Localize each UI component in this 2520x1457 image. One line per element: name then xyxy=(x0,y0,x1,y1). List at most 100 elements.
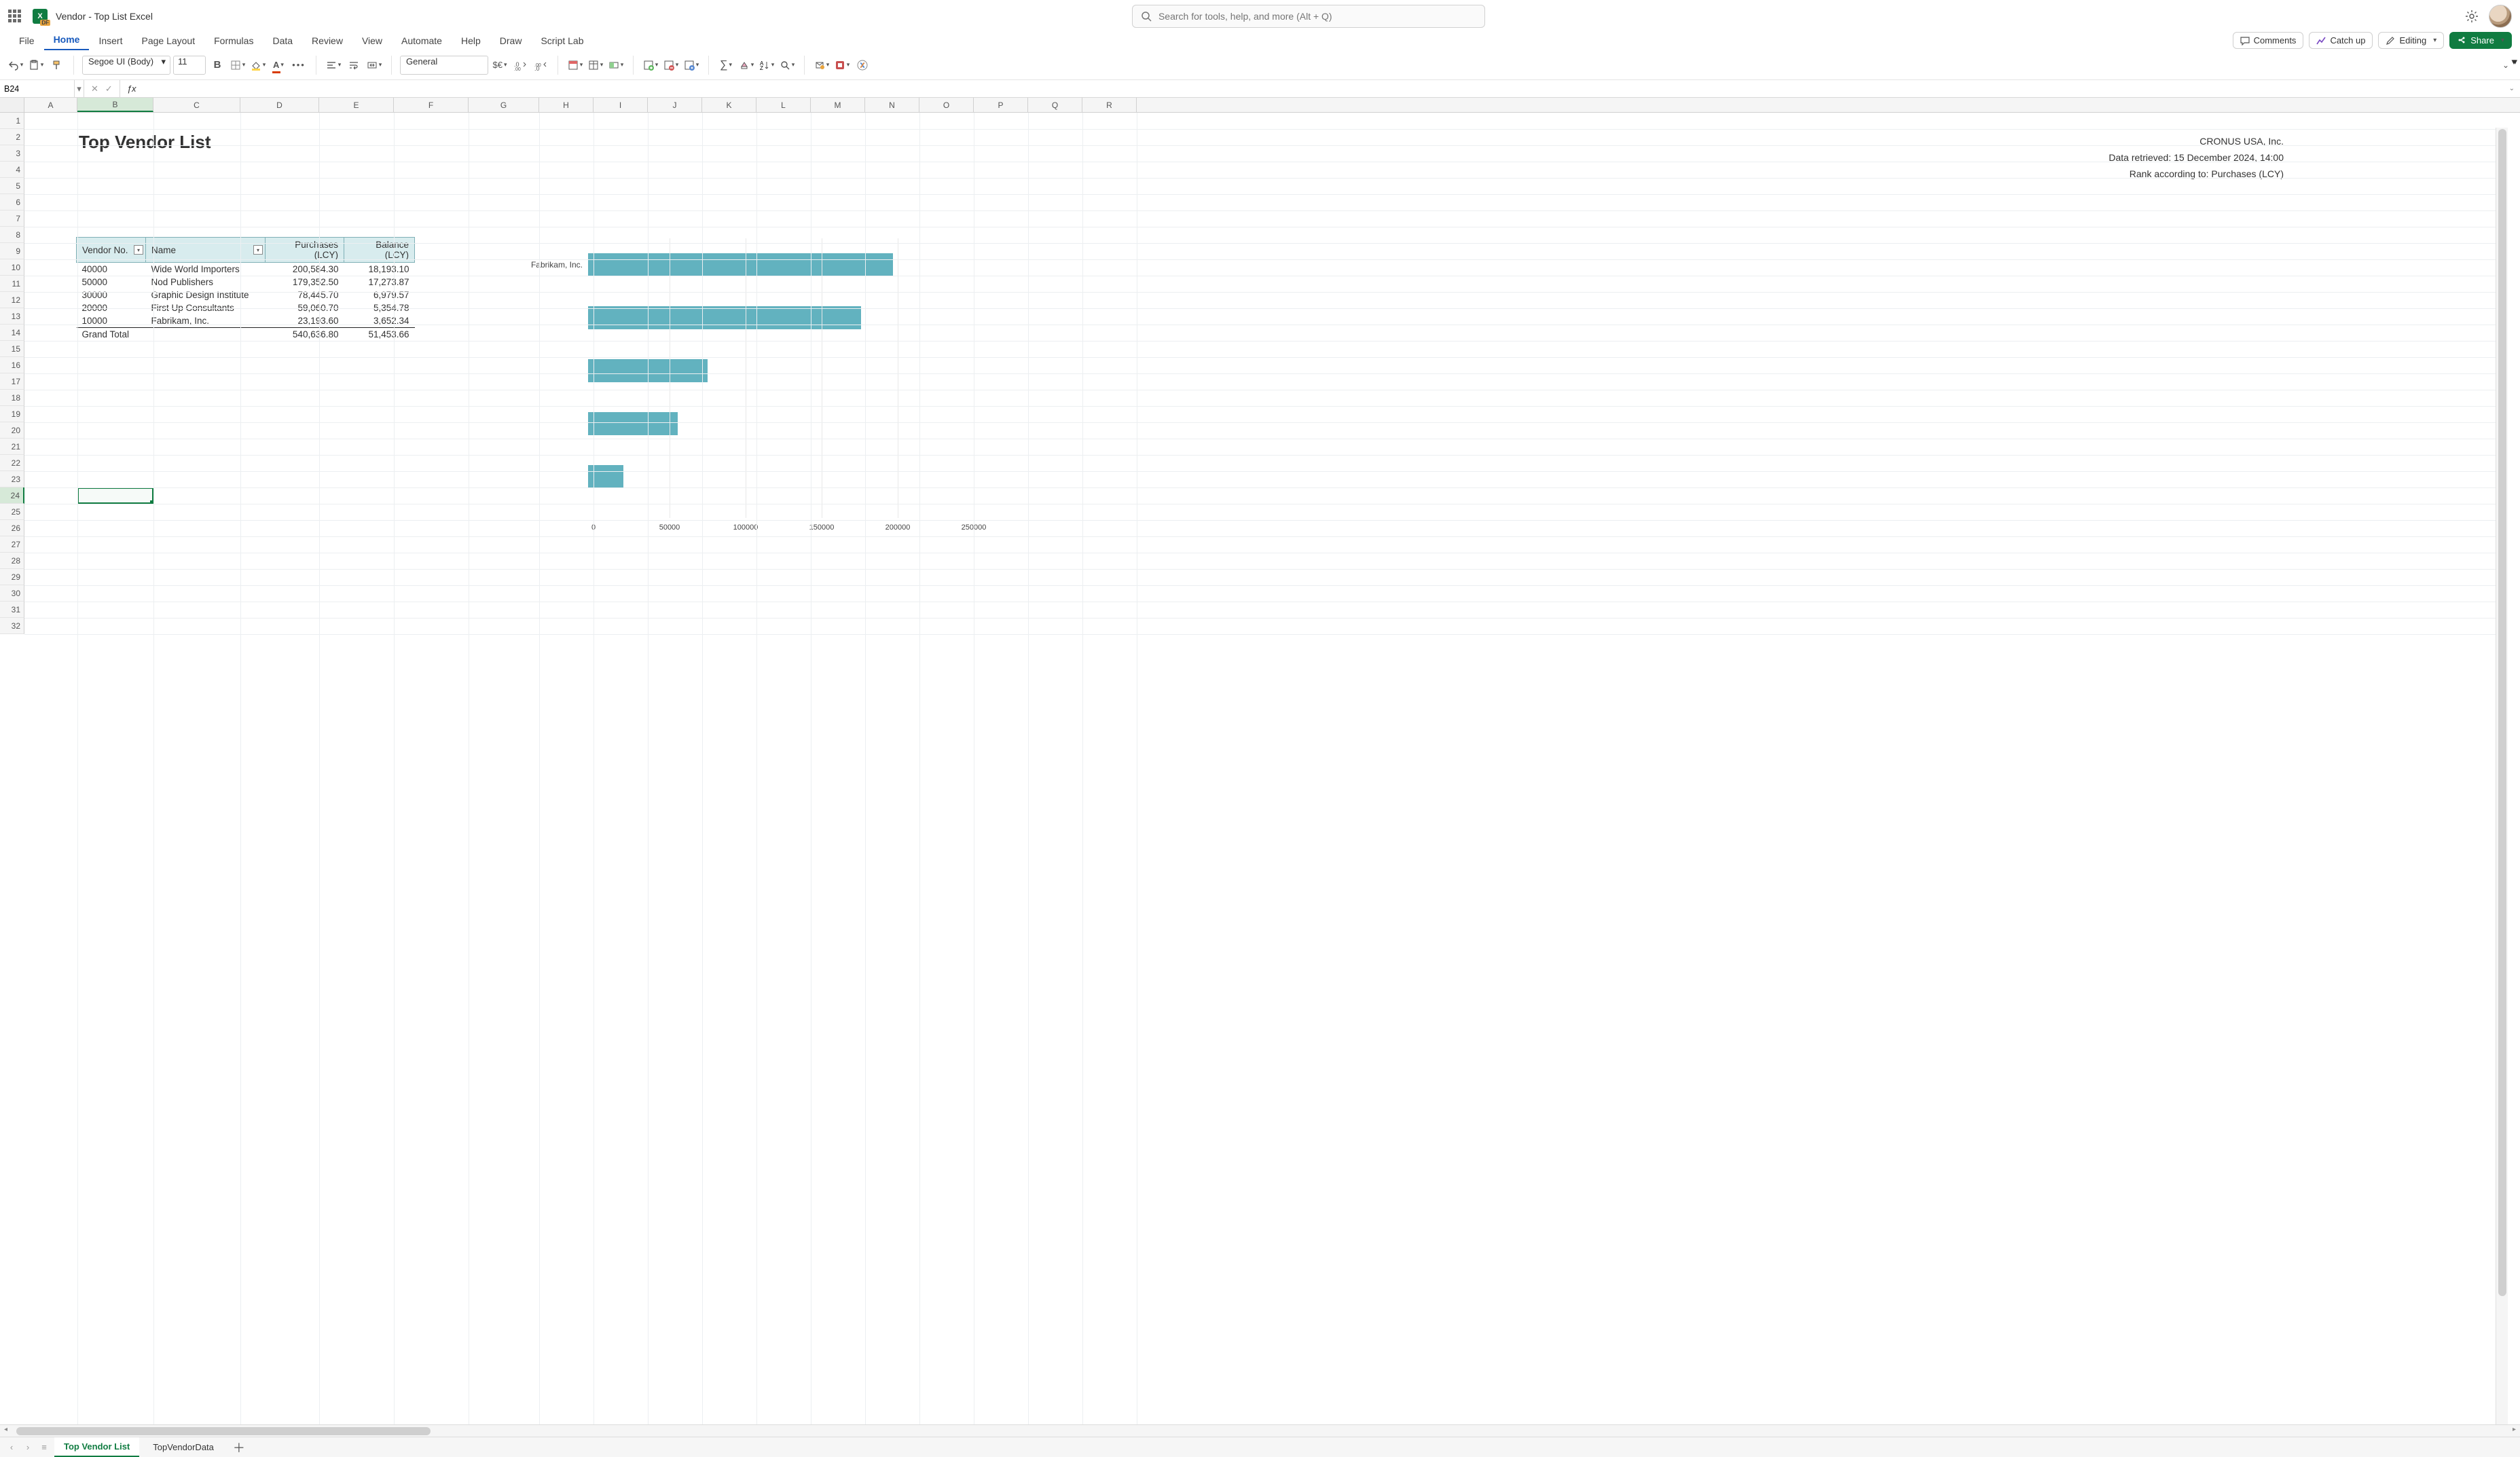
fill-color-button[interactable]: ▾ xyxy=(249,56,267,75)
row-header-3[interactable]: 3 xyxy=(0,145,24,162)
formula-bar-expand[interactable]: ⌄ xyxy=(2504,85,2520,92)
row-header-6[interactable]: 6 xyxy=(0,194,24,210)
chart-bar[interactable] xyxy=(588,306,861,329)
row-header-8[interactable]: 8 xyxy=(0,227,24,243)
table-row[interactable]: 50000Nod Publishers179,352.5017,273.87 xyxy=(77,276,415,289)
autosum-button[interactable]: ∑▾ xyxy=(717,56,735,75)
filter-icon[interactable]: ▾ xyxy=(253,245,263,255)
copilot-button[interactable] xyxy=(854,56,871,75)
editing-mode-button[interactable]: Editing xyxy=(2378,32,2444,49)
decrease-decimal-button[interactable]: .00.0 xyxy=(532,56,549,75)
row-header-27[interactable]: 27 xyxy=(0,536,24,553)
accept-formula-icon[interactable]: ✓ xyxy=(105,84,113,94)
column-header-C[interactable]: C xyxy=(153,98,240,112)
clear-button[interactable]: ▾ xyxy=(737,56,755,75)
menu-formulas[interactable]: Formulas xyxy=(204,33,263,50)
h-align-button[interactable]: ▾ xyxy=(325,56,342,75)
column-header-M[interactable]: M xyxy=(811,98,865,112)
vertical-scrollbar[interactable] xyxy=(2496,128,2508,1424)
row-header-12[interactable]: 12 xyxy=(0,292,24,308)
row-header-28[interactable]: 28 xyxy=(0,553,24,569)
format-cells-button[interactable]: ▾ xyxy=(682,56,700,75)
chart-bar[interactable] xyxy=(588,253,893,276)
more-font-button[interactable]: ••• xyxy=(290,56,308,75)
column-header-R[interactable]: R xyxy=(1082,98,1137,112)
menu-page-layout[interactable]: Page Layout xyxy=(132,33,204,50)
row-header-13[interactable]: 13 xyxy=(0,308,24,325)
cond-format-button[interactable]: ▾ xyxy=(566,56,584,75)
row-header-26[interactable]: 26 xyxy=(0,520,24,536)
row-header-7[interactable]: 7 xyxy=(0,210,24,227)
menu-review[interactable]: Review xyxy=(302,33,352,50)
column-header-I[interactable]: I xyxy=(594,98,648,112)
insert-cells-button[interactable]: ▾ xyxy=(642,56,659,75)
name-box-dropdown[interactable]: ▾ xyxy=(75,80,84,97)
catch-up-button[interactable]: Catch up xyxy=(2309,32,2373,49)
row-header-2[interactable]: 2 xyxy=(0,129,24,145)
column-header-N[interactable]: N xyxy=(865,98,919,112)
row-header-19[interactable]: 19 xyxy=(0,406,24,422)
font-name-select[interactable]: Segoe UI (Body)▾ xyxy=(82,56,170,75)
row-header-5[interactable]: 5 xyxy=(0,178,24,194)
cell-styles-button[interactable]: ▾ xyxy=(607,56,625,75)
addins-button[interactable]: ▾ xyxy=(833,56,851,75)
wrap-text-button[interactable] xyxy=(345,56,363,75)
row-header-17[interactable]: 17 xyxy=(0,373,24,390)
menu-help[interactable]: Help xyxy=(452,33,490,50)
sort-filter-button[interactable]: AZ▾ xyxy=(758,56,775,75)
table-row[interactable]: 10000Fabrikam, Inc.23,193.603,652.34 xyxy=(77,314,415,328)
sheet-tab-topvendordata[interactable]: TopVendorData xyxy=(143,1438,223,1456)
account-avatar[interactable] xyxy=(2489,5,2512,28)
menu-automate[interactable]: Automate xyxy=(392,33,452,50)
fx-icon[interactable]: ƒx xyxy=(120,84,143,94)
row-header-11[interactable]: 11 xyxy=(0,276,24,292)
add-sheet-button[interactable]: ＋ xyxy=(227,1439,251,1456)
filter-icon[interactable]: ▾ xyxy=(134,245,143,255)
column-header-D[interactable]: D xyxy=(240,98,319,112)
merge-button[interactable]: ▾ xyxy=(365,56,383,75)
cancel-formula-icon[interactable]: ✕ xyxy=(91,84,98,94)
row-header-10[interactable]: 10 xyxy=(0,259,24,276)
column-header-F[interactable]: F xyxy=(394,98,469,112)
undo-button[interactable]: ▾ xyxy=(7,56,24,75)
row-header-4[interactable]: 4 xyxy=(0,162,24,178)
table-row[interactable]: 40000Wide World Importers200,584.3018,19… xyxy=(77,263,415,276)
row-header-9[interactable]: 9 xyxy=(0,243,24,259)
search-input[interactable] xyxy=(1158,11,1476,22)
row-header-30[interactable]: 30 xyxy=(0,585,24,602)
vendor-table[interactable]: Vendor No.▾ Name▾ Purchases (LCY) Balanc… xyxy=(76,237,415,342)
menu-home[interactable]: Home xyxy=(44,31,90,50)
column-header-O[interactable]: O xyxy=(919,98,974,112)
app-launcher-icon[interactable] xyxy=(8,10,22,23)
chart-bar[interactable] xyxy=(588,412,678,435)
font-size-select[interactable]: 11▾ xyxy=(173,56,206,75)
share-button[interactable]: Share xyxy=(2449,32,2512,49)
row-header-32[interactable]: 32 xyxy=(0,618,24,634)
column-header-G[interactable]: G xyxy=(469,98,539,112)
row-header-24[interactable]: 24 xyxy=(0,487,24,504)
column-header-P[interactable]: P xyxy=(974,98,1028,112)
column-header-K[interactable]: K xyxy=(702,98,756,112)
increase-decimal-button[interactable]: .0.00 xyxy=(511,56,529,75)
select-all-corner[interactable] xyxy=(0,98,24,112)
number-format-select[interactable]: General▾ xyxy=(400,56,488,75)
col-vendor-no[interactable]: Vendor No.▾ xyxy=(77,238,146,263)
font-color-button[interactable]: A▾ xyxy=(270,56,287,75)
column-header-J[interactable]: J xyxy=(648,98,702,112)
accounting-format-button[interactable]: $€▾ xyxy=(491,56,509,75)
row-header-16[interactable]: 16 xyxy=(0,357,24,373)
column-header-L[interactable]: L xyxy=(756,98,811,112)
grid[interactable]: ABCDEFGHIJKLMNOPQR 123456789101112131415… xyxy=(0,98,2520,1424)
comments-button[interactable]: Comments xyxy=(2233,32,2304,49)
horizontal-scrollbar[interactable]: ▸◂ xyxy=(0,1424,2520,1437)
sensitivity-button[interactable]: ▾ xyxy=(813,56,830,75)
row-header-14[interactable]: 14 xyxy=(0,325,24,341)
delete-cells-button[interactable]: ▾ xyxy=(662,56,680,75)
row-header-23[interactable]: 23 xyxy=(0,471,24,487)
row-header-25[interactable]: 25 xyxy=(0,504,24,520)
row-header-18[interactable]: 18 xyxy=(0,390,24,406)
clipboard-button[interactable]: ▾ xyxy=(27,56,45,75)
search-box[interactable] xyxy=(1132,5,1485,28)
menu-file[interactable]: File xyxy=(10,33,44,50)
document-title[interactable]: Vendor - Top List Excel xyxy=(56,11,153,22)
